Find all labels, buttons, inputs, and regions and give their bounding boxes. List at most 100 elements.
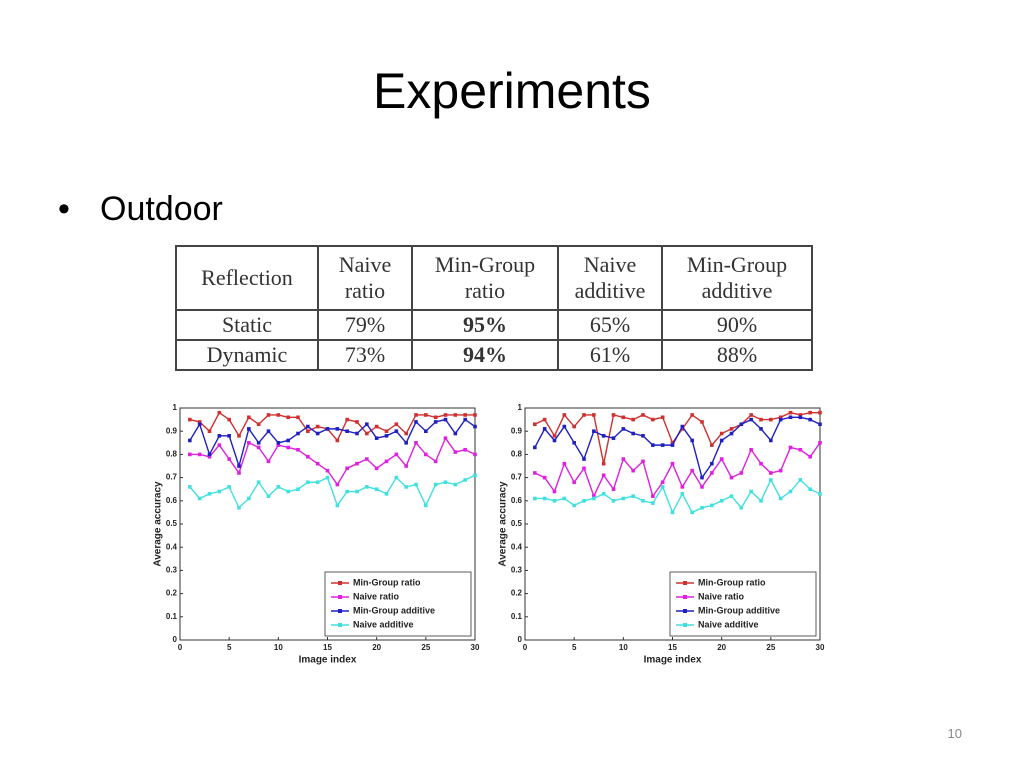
data-point: [414, 420, 418, 424]
data-point: [611, 413, 616, 417]
data-point: [680, 492, 685, 496]
data-point: [592, 496, 596, 501]
data-point: [533, 445, 537, 450]
y-tick-label: 0.4: [511, 542, 523, 551]
data-point: [443, 417, 448, 422]
data-point: [404, 485, 408, 489]
data-point: [365, 485, 369, 489]
data-point: [788, 415, 793, 420]
data-point: [641, 413, 645, 417]
y-tick-label: 0.6: [511, 496, 523, 505]
data-point: [651, 494, 655, 498]
data-point: [207, 492, 212, 496]
data-point: [247, 415, 251, 420]
data-point: [670, 443, 675, 447]
y-tick-label: 0.6: [166, 496, 178, 505]
data-point: [188, 452, 192, 457]
data-point: [631, 417, 635, 422]
series-line: [189, 474, 476, 509]
data-point: [739, 471, 744, 475]
legend-marker: [338, 595, 342, 599]
header-cell: Reflection: [175, 245, 319, 311]
data-point: [286, 445, 290, 450]
data-point: [621, 427, 626, 431]
y-tick-label: 0.7: [166, 473, 178, 482]
data-point: [769, 438, 773, 443]
data-point: [424, 429, 428, 433]
data-point: [769, 471, 773, 475]
data-point: [197, 496, 202, 501]
data-point: [188, 485, 192, 489]
legend-box: [324, 571, 472, 637]
data-point: [769, 417, 773, 422]
data-point: [296, 431, 300, 436]
data-point: [778, 417, 783, 422]
data-point: [335, 482, 340, 487]
data-point: [207, 454, 212, 459]
data-point: [404, 431, 408, 436]
data-point: [394, 429, 399, 433]
data-point: [641, 434, 645, 438]
data-point: [778, 415, 783, 420]
data-point: [818, 492, 822, 496]
data-point: [729, 494, 734, 498]
data-point: [227, 417, 231, 422]
data-point: [433, 482, 438, 487]
series-line: [189, 411, 475, 442]
data-point: [631, 431, 635, 436]
data-point: [582, 457, 586, 461]
legend-marker: [683, 581, 687, 585]
data-point: [660, 415, 665, 420]
data-point: [778, 468, 783, 473]
x-tick-label: 30: [816, 643, 825, 652]
series-line: [534, 416, 821, 480]
data-point: [473, 424, 477, 429]
y-tick-label: 0: [173, 635, 178, 644]
data-point: [355, 461, 359, 466]
data-point: [237, 471, 241, 475]
x-tick-label: 10: [619, 643, 628, 652]
data-point: [374, 487, 379, 491]
data-point: [778, 496, 783, 501]
data-point: [325, 475, 330, 480]
x-tick-label: 10: [274, 643, 283, 652]
data-point: [433, 420, 438, 424]
data-point: [345, 429, 349, 433]
data-point: [719, 438, 724, 443]
data-point: [453, 413, 458, 417]
data-point: [719, 431, 724, 436]
y-tick-label: 0: [518, 635, 523, 644]
data-point: [355, 489, 359, 494]
data-point: [306, 424, 310, 429]
data-point: [394, 452, 399, 457]
data-point: [315, 480, 320, 485]
data-point: [670, 441, 675, 445]
series-line: [534, 411, 820, 464]
data-point: [266, 494, 271, 498]
data-point: [394, 422, 399, 427]
data-point: [592, 429, 596, 433]
data-point: [433, 415, 438, 420]
data-point: [276, 485, 281, 489]
y-tick-label: 0.9: [166, 426, 178, 435]
data-point: [582, 499, 586, 503]
data-point: [621, 415, 626, 420]
data-point: [808, 417, 812, 422]
data-point: [414, 441, 418, 445]
cell: 73%: [317, 339, 413, 371]
data-point: [256, 422, 261, 427]
header-cell: Naive additive: [557, 245, 663, 311]
data-point: [601, 473, 606, 478]
data-point: [710, 461, 714, 466]
data-point: [572, 503, 576, 508]
y-axis-label: Average accuracy: [153, 481, 164, 567]
data-point: [197, 452, 202, 457]
legend-label: Min-Group ratio: [353, 577, 421, 587]
data-point: [808, 487, 812, 491]
data-point: [286, 438, 290, 443]
data-point: [463, 417, 467, 422]
data-point: [315, 461, 320, 466]
data-point: [256, 445, 261, 450]
data-point: [453, 431, 458, 436]
legend-label: Naive additive: [698, 619, 759, 629]
